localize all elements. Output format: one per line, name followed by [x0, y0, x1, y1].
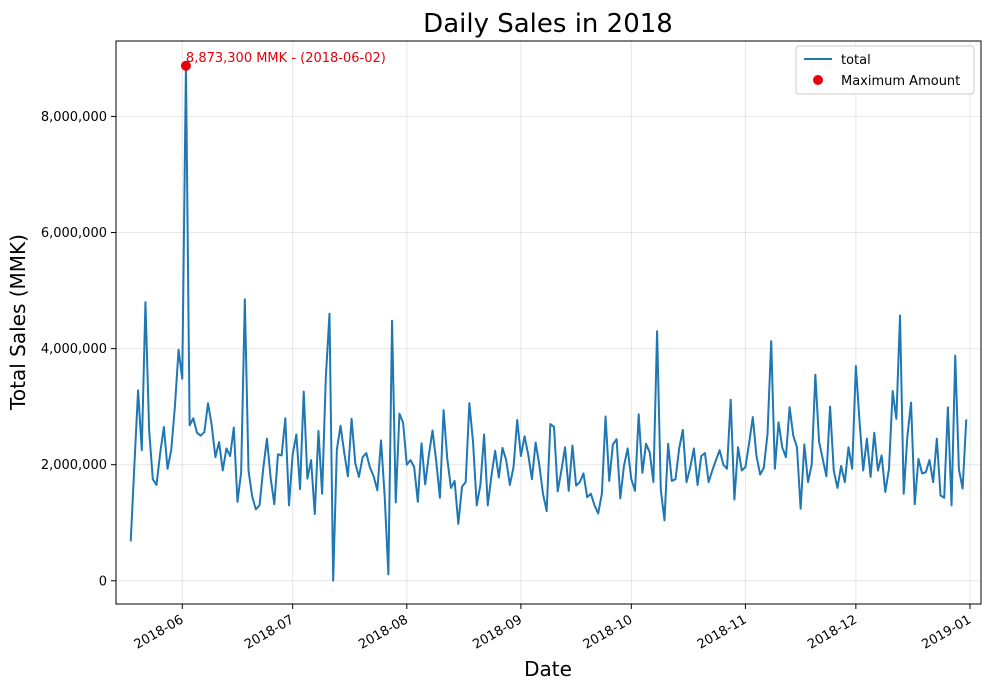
maximum-amount-label: 8,873,300 MMK - (2018-06-02) — [186, 51, 386, 66]
legend: total Maximum Amount — [795, 45, 975, 95]
legend-marker-swatch — [813, 75, 823, 85]
plot-frame — [115, 40, 982, 605]
legend-label-total: total — [841, 53, 871, 68]
y-tick-label: 0 — [99, 574, 107, 589]
chart-title: Daily Sales in 2018 — [423, 9, 673, 39]
y-axis-label: Total Sales (MMK) — [6, 234, 30, 411]
y-tick-label: 8,000,000 — [41, 110, 107, 125]
series-line-total — [129, 64, 968, 582]
y-tick-label: 6,000,000 — [41, 226, 107, 241]
y-tick-label: 2,000,000 — [41, 458, 107, 473]
y-tick-label: 4,000,000 — [41, 342, 107, 357]
grid — [116, 41, 981, 604]
x-axis-label: Date — [524, 657, 572, 681]
legend-label-maximum-amount: Maximum Amount — [841, 74, 960, 89]
maximum-amount-point — [180, 60, 191, 71]
legend-box — [795, 45, 975, 95]
y-axis: 0 2,000,000 4,000,000 6,000,000 8,000,000 — [41, 110, 116, 589]
